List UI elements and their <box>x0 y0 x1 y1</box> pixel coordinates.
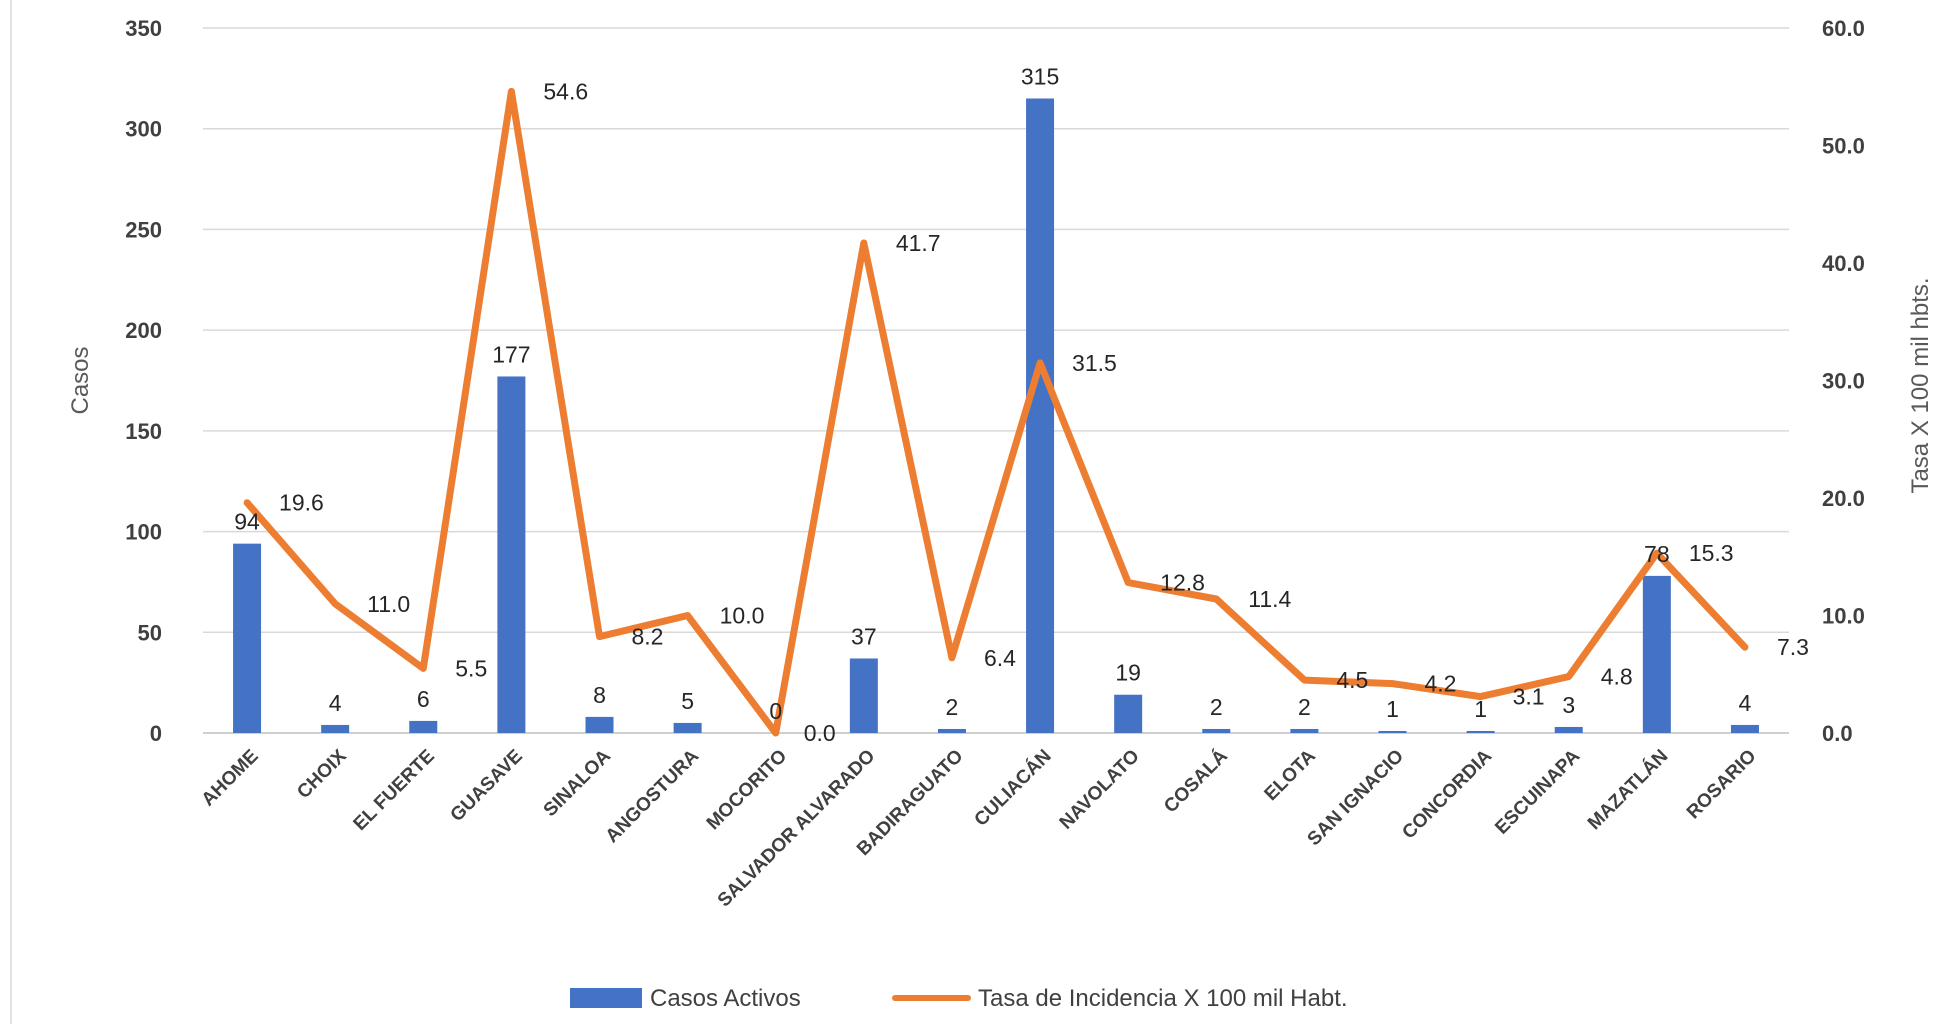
x-tick-label: SAN IGNACIO <box>1304 746 1408 850</box>
y-tick-label-left: 0 <box>150 721 162 746</box>
bar-data-label: 94 <box>234 509 260 535</box>
bar-data-label: 37 <box>851 623 877 649</box>
legend-label-line: Tasa de Incidencia X 100 mil Habt. <box>978 985 1348 1012</box>
line-data-label: 12.8 <box>1160 570 1205 596</box>
bar <box>233 544 261 733</box>
y-tick-label-left: 350 <box>125 16 162 41</box>
y-axis-title-right: Tasa X 100 mil hbts. <box>1907 277 1934 493</box>
bar <box>321 725 349 733</box>
data-labels: 94 4 6 177 8 5 0 37 2 315 19 2 2 1 1 3 78 4 19.6 11.0 5.5 54.… <box>234 64 1809 747</box>
x-tick-label: ANGOSTURA <box>602 745 704 847</box>
bar-data-label: 1 <box>1474 696 1487 722</box>
x-tick-label: SALVADOR ALVARADO <box>714 746 880 912</box>
legend: Casos Activos Tasa de Incidencia X 100 mi… <box>570 985 1348 1012</box>
bar <box>674 723 702 733</box>
y-tick-label-right: 40.0 <box>1822 251 1865 276</box>
line-data-label: 5.5 <box>455 655 487 681</box>
bar <box>850 658 878 733</box>
bar-data-label: 315 <box>1021 64 1059 90</box>
bar-data-label: 78 <box>1644 541 1670 567</box>
bar <box>1731 725 1759 733</box>
line-data-label: 8.2 <box>632 624 664 650</box>
x-tick-label: AHOME <box>198 746 263 811</box>
x-tick-label: GUASAVE <box>447 746 527 826</box>
bar-data-label: 2 <box>1210 694 1223 720</box>
y-tick-label-right: 20.0 <box>1822 486 1865 511</box>
y-tick-label-right: 10.0 <box>1822 604 1865 629</box>
x-tick-label: CHOIX <box>293 745 351 803</box>
x-tick-label: COSALÁ <box>1160 745 1232 817</box>
bar <box>1290 729 1318 733</box>
bar-data-label: 8 <box>593 682 606 708</box>
line-data-label: 15.3 <box>1689 540 1734 566</box>
bar <box>1467 731 1495 733</box>
x-tick-label: CONCORDIA <box>1398 745 1496 843</box>
series-line <box>247 91 1745 733</box>
y-tick-label-left: 200 <box>125 318 162 343</box>
line-data-label: 10.0 <box>720 603 765 629</box>
line-data-label: 7.3 <box>1777 634 1809 660</box>
y-tick-label-right: 50.0 <box>1822 134 1865 159</box>
bar-data-label: 2 <box>1298 694 1311 720</box>
line-data-label: 4.5 <box>1336 667 1368 693</box>
bar <box>497 376 525 733</box>
bar-data-label: 5 <box>681 688 694 714</box>
bar <box>1555 727 1583 733</box>
line-data-label: 54.6 <box>543 78 588 104</box>
bar-data-label: 177 <box>492 341 530 367</box>
bar-data-label: 19 <box>1115 660 1141 686</box>
bar <box>1643 576 1671 733</box>
bar-data-label: 4 <box>1739 690 1752 716</box>
line-data-label: 19.6 <box>279 490 324 516</box>
x-tick-label: CULIACÁN <box>970 745 1056 831</box>
legend-label-bar: Casos Activos <box>650 985 801 1012</box>
bar <box>409 721 437 733</box>
y-tick-label-left: 150 <box>125 419 162 444</box>
bar-data-label: 1 <box>1386 696 1399 722</box>
bar-data-label: 4 <box>329 690 342 716</box>
x-tick-label: MOCORITO <box>703 746 791 834</box>
bar <box>586 717 614 733</box>
bar-data-label: 6 <box>417 686 430 712</box>
line-data-label: 11.4 <box>1248 586 1291 612</box>
y-tick-label-left: 250 <box>125 217 162 242</box>
line-data-label: 41.7 <box>896 230 941 256</box>
bar <box>938 729 966 733</box>
bar-data-label: 0 <box>769 698 782 724</box>
bar <box>1026 99 1054 734</box>
line-series-tasa-incidencia <box>247 91 1745 733</box>
bar <box>1114 695 1142 733</box>
y-tick-label-left: 300 <box>125 117 162 142</box>
line-data-label: 3.1 <box>1513 684 1545 710</box>
y-tick-label-left: 50 <box>138 620 162 645</box>
line-data-label: 4.8 <box>1601 664 1633 690</box>
x-tick-label: ROSARIO <box>1683 746 1761 824</box>
y-tick-label-right: 0.0 <box>1822 721 1853 746</box>
x-tick-label: MAZATLÁN <box>1583 745 1672 834</box>
bar <box>1202 729 1230 733</box>
y-tick-label-left: 100 <box>125 520 162 545</box>
legend-swatch-bar <box>570 988 642 1008</box>
y-tick-label-right: 30.0 <box>1822 369 1865 394</box>
bar-data-label: 2 <box>946 694 959 720</box>
line-data-label: 0.0 <box>804 720 836 746</box>
x-tick-label: ESCUINAPA <box>1491 745 1584 838</box>
line-data-label: 4.2 <box>1425 671 1457 697</box>
line-data-label: 6.4 <box>984 645 1016 671</box>
x-tick-label: EL FUERTE <box>350 746 439 835</box>
bar <box>1379 731 1407 733</box>
x-tick-label: NAVOLATO <box>1056 746 1144 834</box>
line-data-label: 11.0 <box>367 591 410 617</box>
gridlines <box>203 28 1789 733</box>
x-tick-label: SINALOA <box>540 745 616 821</box>
y-axis-title-left: Casos <box>67 346 94 414</box>
bar-data-label: 3 <box>1562 692 1575 718</box>
line-data-label: 31.5 <box>1072 350 1117 376</box>
x-tick-label: ELOTA <box>1261 745 1321 805</box>
y-tick-label-right: 60.0 <box>1822 16 1865 41</box>
